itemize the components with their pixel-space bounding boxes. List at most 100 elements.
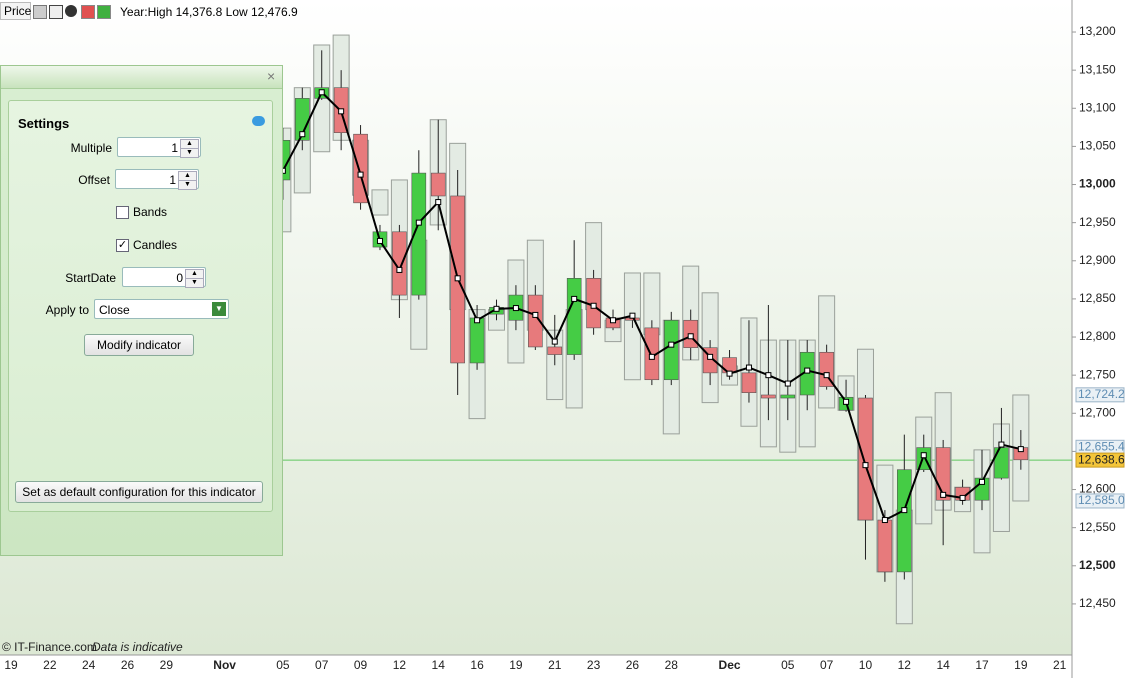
- x-tick-label: 21: [1053, 658, 1067, 672]
- x-tick-label: 26: [626, 658, 640, 672]
- indicator-point: [1017, 446, 1024, 453]
- checkbox-label: Candles: [133, 238, 178, 252]
- indicator-point: [979, 478, 985, 485]
- field-label: StartDate: [65, 271, 116, 285]
- price-marker-label: 12,655.4: [1078, 439, 1125, 453]
- indicator-point: [376, 237, 383, 244]
- candle-body: [644, 327, 660, 381]
- y-tick-label: 12,500: [1079, 558, 1116, 572]
- x-tick-label: 28: [665, 658, 679, 672]
- field-value: 0: [176, 271, 183, 285]
- indicator-point: [338, 108, 345, 115]
- price-marker-label: 12,724.2: [1078, 387, 1125, 401]
- indicator-point: [474, 317, 481, 324]
- dropdown[interactable]: Close ▼: [94, 299, 229, 319]
- indicator-point: [784, 380, 791, 387]
- x-tick-label: 16: [470, 658, 484, 672]
- y-tick-label: 13,050: [1079, 139, 1116, 153]
- indicator-point: [707, 353, 714, 360]
- y-tick-label: 13,150: [1079, 62, 1116, 76]
- candle-body: [819, 351, 834, 387]
- window-icon[interactable]: [49, 5, 63, 19]
- candle-body: [877, 519, 893, 573]
- indicator-point: [629, 312, 636, 319]
- spin-box[interactable]: 1 ▲ ▼: [117, 137, 201, 158]
- indicator-point: [804, 367, 811, 374]
- modify-button[interactable]: Modify indicator: [84, 334, 194, 356]
- candle-body: [392, 231, 407, 296]
- x-tick-label: 14: [432, 658, 446, 672]
- up-icon[interactable]: [97, 5, 111, 19]
- indicator-point: [648, 353, 655, 360]
- candle-body: [741, 372, 757, 393]
- candle-body: [469, 317, 485, 364]
- candle-body: [528, 294, 543, 348]
- checkbox-label: Bands: [133, 205, 168, 219]
- y-tick-label: 13,200: [1079, 24, 1116, 38]
- indicator-point: [843, 398, 850, 405]
- default-button[interactable]: Set as default configuration for this in…: [15, 481, 263, 503]
- x-tick-label: 19: [1014, 658, 1028, 672]
- settings-panel: × Settings Multiple 1 ▲ ▼ Offset 1 ▲ ▼ Bands…: [0, 65, 283, 556]
- y-tick-label: 13,100: [1079, 100, 1116, 114]
- candle-body: [761, 394, 776, 399]
- candle-body: [897, 469, 912, 573]
- x-tick-label: 17: [975, 658, 989, 672]
- y-tick-label: 12,900: [1079, 253, 1116, 267]
- spin-box[interactable]: 0 ▲ ▼: [122, 267, 206, 288]
- indicator-point: [610, 317, 617, 324]
- x-tick-label: 05: [781, 658, 795, 672]
- close-button[interactable]: ×: [267, 68, 276, 84]
- x-tick-label: 12: [393, 658, 407, 672]
- x-tick-label: 07: [315, 658, 329, 672]
- price-marker-box: [1075, 493, 1125, 509]
- x-tick-label: 29: [160, 658, 174, 672]
- spin-box[interactable]: 1 ▲ ▼: [115, 169, 199, 190]
- y-tick-label: 13,000: [1079, 177, 1116, 191]
- indicator-point: [435, 199, 442, 206]
- indicator-point: [590, 302, 597, 309]
- indicator-point: [920, 452, 927, 459]
- settings-heading: Settings: [18, 116, 70, 131]
- y-tick-label: 12,800: [1079, 329, 1116, 343]
- settings-icon[interactable]: [33, 5, 47, 19]
- field-label: Multiple: [70, 141, 112, 155]
- checkbox[interactable]: [116, 206, 129, 219]
- disclaimer: Data is indicative: [92, 640, 183, 654]
- indicator-point: [687, 333, 694, 340]
- indicator-point: [726, 370, 733, 377]
- indicator-candle: [371, 189, 389, 216]
- copyright: © IT-Finance.com: [2, 640, 97, 654]
- year-range: Year:High 14,376.8 Low 12,476.9: [120, 5, 298, 19]
- field-value: 1: [171, 141, 178, 155]
- x-tick-label: 19: [509, 658, 523, 672]
- down-icon[interactable]: [81, 5, 95, 19]
- indicator-point: [454, 275, 461, 282]
- indicator-point: [765, 372, 772, 379]
- x-tick-label: 14: [936, 658, 950, 672]
- x-tick-label: 24: [82, 658, 96, 672]
- candle-body: [411, 172, 427, 296]
- price-marker-label: 12,585.0: [1078, 493, 1125, 507]
- close-icon[interactable]: [65, 5, 77, 17]
- help-icon[interactable]: [252, 116, 265, 126]
- indicator-point: [668, 341, 675, 348]
- candle-body: [663, 319, 679, 381]
- field-label: Offset: [78, 173, 110, 187]
- candle-body: [780, 394, 796, 399]
- y-tick-label: 12,600: [1079, 482, 1116, 496]
- x-tick-label: 05: [276, 658, 290, 672]
- indicator-point: [299, 131, 306, 138]
- x-tick-label: 21: [548, 658, 562, 672]
- checkbox[interactable]: ✓: [116, 239, 129, 252]
- indicator-point: [396, 266, 403, 273]
- candle-body: [547, 346, 563, 355]
- x-tick-label: Dec: [719, 658, 741, 672]
- x-tick-label: 12: [898, 658, 912, 672]
- x-tick-label: 10: [859, 658, 873, 672]
- price-marker-box: [1075, 387, 1125, 403]
- last-price-box: [1075, 452, 1125, 468]
- y-tick-label: 12,450: [1079, 596, 1116, 610]
- x-tick-label: 07: [820, 658, 834, 672]
